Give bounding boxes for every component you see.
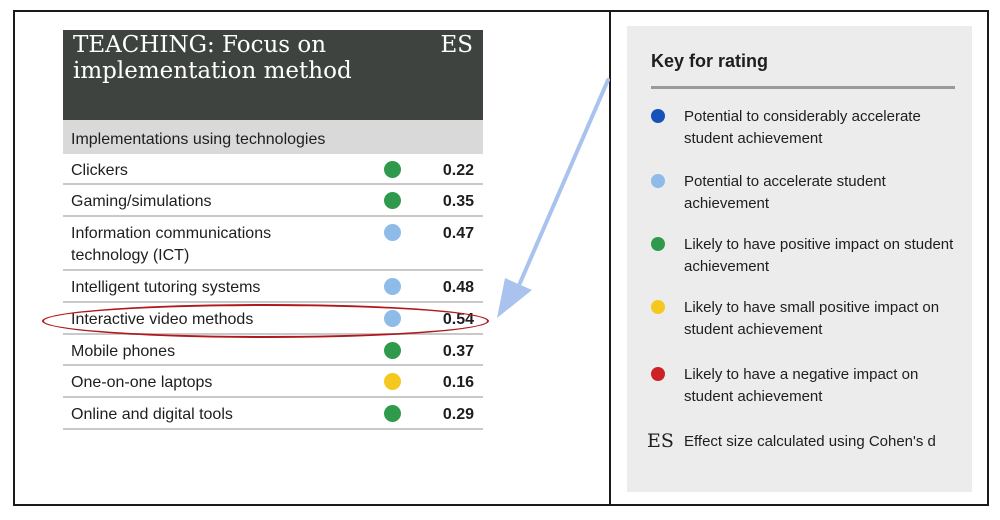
effect-size-value: 0.35 — [442, 193, 474, 210]
key-es-text: Effect size calculated using Cohen's d — [684, 433, 936, 450]
section-heading: Implementations using technologies — [63, 120, 483, 154]
rating-key-panel: Key for rating Potential to considerably… — [627, 26, 972, 492]
table-row: One-on-one laptops 0.16 — [63, 366, 483, 398]
table-row: Online and digital tools 0.29 — [63, 398, 483, 430]
effect-size-value: 0.29 — [442, 406, 474, 423]
rating-dot-icon — [384, 224, 401, 241]
panel-divider — [609, 10, 611, 506]
row-label: Intelligent tutoring systems — [71, 279, 261, 296]
es-column-header: ES — [440, 32, 473, 58]
row-label: Information communications technology (I… — [71, 225, 272, 264]
yellow-dot-icon — [651, 300, 665, 314]
table-row: Intelligent tutoring systems 0.48 — [63, 271, 483, 303]
table-row: Clickers 0.22 — [63, 154, 483, 185]
rating-dot-icon — [384, 192, 401, 209]
effect-size-value: 0.48 — [442, 279, 474, 296]
key-title: Key for rating — [651, 51, 769, 71]
light-blue-dot-icon — [651, 174, 665, 188]
effect-size-value: 0.37 — [442, 343, 474, 360]
key-divider — [651, 86, 955, 89]
key-item-text: Likely to have positive impact on studen… — [684, 236, 954, 275]
effect-size-value: 0.16 — [442, 374, 474, 391]
table-row: Mobile phones 0.37 — [63, 335, 483, 366]
effect-size-value: 0.47 — [442, 225, 474, 242]
red-dot-icon — [651, 367, 665, 381]
table-title: TEACHING: Focus on implementation method — [73, 32, 352, 84]
rating-dot-icon — [384, 405, 401, 422]
rating-dot-icon — [384, 278, 401, 295]
row-label: Gaming/simulations — [71, 193, 212, 210]
table-row: Gaming/simulations 0.35 — [63, 185, 483, 217]
dark-blue-dot-icon — [651, 109, 665, 123]
rating-dot-icon — [384, 373, 401, 390]
row-label: Mobile phones — [71, 343, 176, 360]
highlight-ellipse — [42, 304, 489, 338]
effect-size-value: 0.22 — [442, 162, 474, 179]
row-label: Online and digital tools — [71, 406, 233, 423]
key-item-text: Potential to accelerate student achievem… — [684, 173, 886, 212]
key-item-text: Likely to have small positive impact on … — [684, 299, 940, 338]
table-header: TEACHING: Focus on implementation method… — [63, 30, 483, 120]
es-symbol: ES — [647, 430, 674, 452]
rating-dot-icon — [384, 342, 401, 359]
key-item-text: Likely to have a negative impact on stud… — [684, 366, 919, 405]
ratings-table: TEACHING: Focus on implementation method… — [63, 30, 483, 430]
green-dot-icon — [651, 237, 665, 251]
row-label: Clickers — [71, 162, 128, 179]
table-row: Information communications technology (I… — [63, 217, 483, 271]
rating-dot-icon — [384, 161, 401, 178]
row-label: One-on-one laptops — [71, 374, 213, 391]
key-item-text: Potential to considerably accelerate stu… — [684, 108, 921, 147]
